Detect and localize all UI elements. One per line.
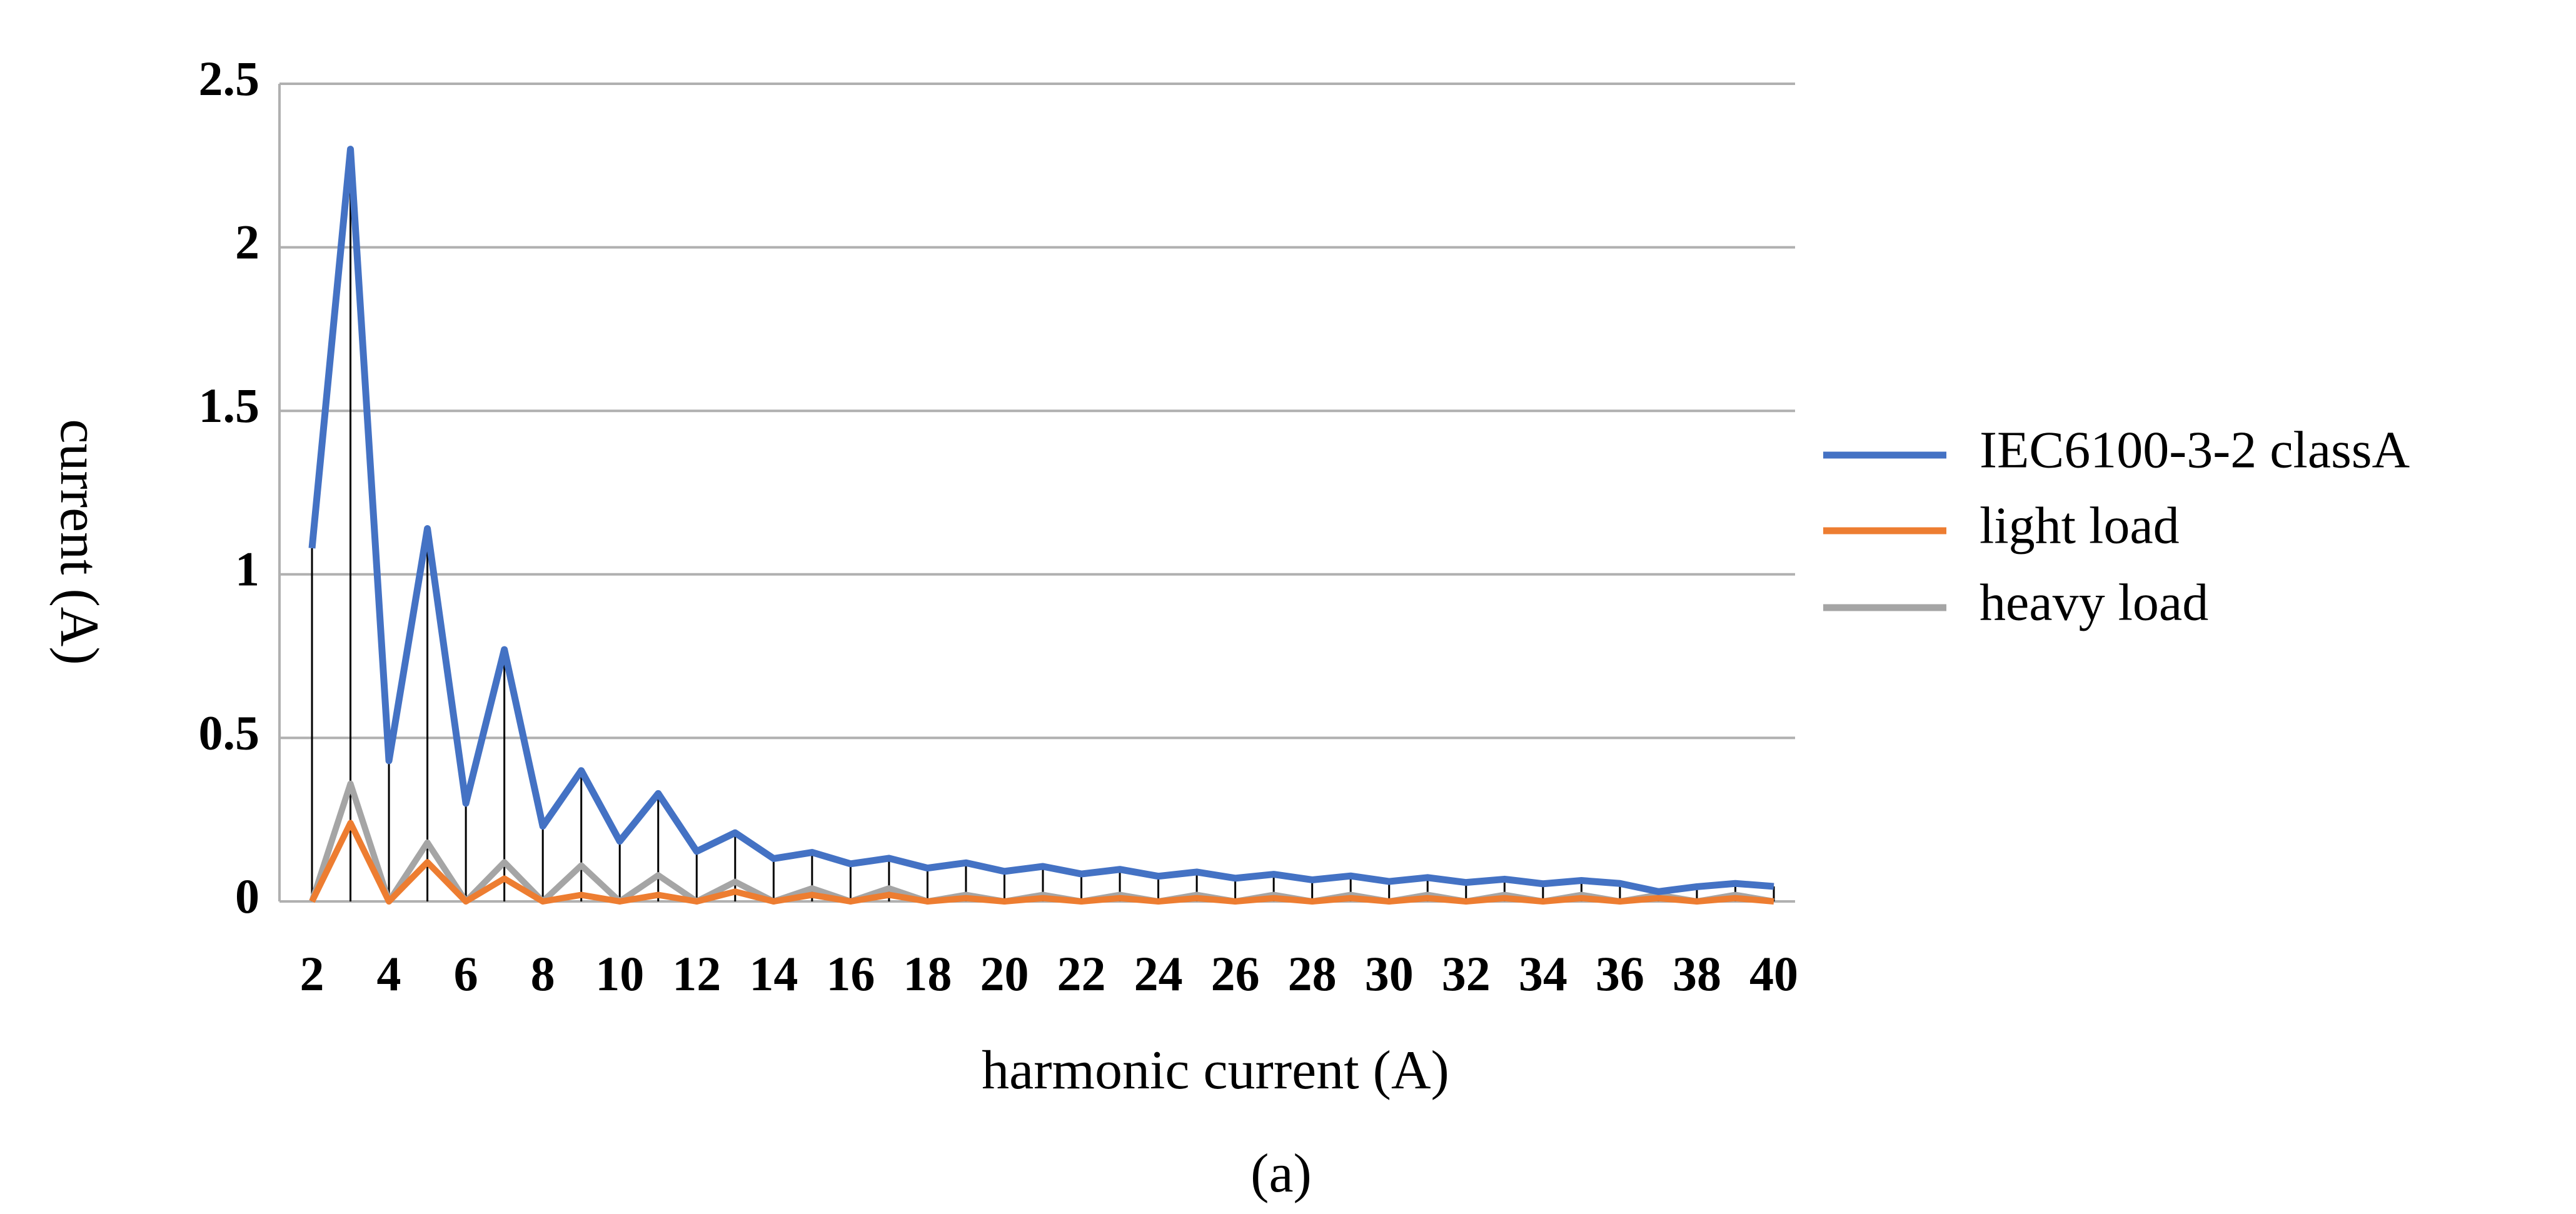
x-tick-label: 32	[1442, 946, 1491, 1001]
x-tick-label: 34	[1519, 946, 1567, 1001]
legend-label: IEC6100-3-2 classA	[1980, 421, 2410, 479]
x-tick-label: 6	[454, 946, 478, 1001]
caption: (a)	[1250, 1143, 1312, 1204]
x-tick-label: 26	[1211, 946, 1260, 1001]
x-tick-label: 10	[595, 946, 644, 1001]
series-line	[309, 820, 1774, 905]
x-tick-label: 14	[749, 946, 798, 1001]
x-axis-label: harmonic current (A)	[982, 1040, 1449, 1101]
x-tick-label: 8	[531, 946, 555, 1001]
legend-label: heavy load	[1980, 573, 2208, 631]
x-tick-label: 20	[980, 946, 1029, 1001]
x-tick-label: 40	[1749, 946, 1798, 1001]
x-tick-label: 16	[826, 946, 875, 1001]
x-tick-label: 28	[1288, 946, 1337, 1001]
x-tick-label: 30	[1365, 946, 1414, 1001]
x-tick-label: 12	[672, 946, 721, 1001]
y-tick-label: 1.5	[199, 378, 260, 433]
x-tick-label: 24	[1134, 946, 1183, 1001]
x-tick-label: 18	[903, 946, 952, 1001]
y-tick-label: 0	[235, 869, 259, 923]
x-tick-label: 22	[1057, 946, 1106, 1001]
x-tick-label: 4	[377, 946, 401, 1001]
legend-label: light load	[1980, 496, 2180, 554]
x-tick-label: 36	[1596, 946, 1644, 1001]
y-tick-label: 1	[235, 542, 259, 596]
y-tick-label: 2.5	[199, 51, 260, 106]
y-tick-label: 2	[235, 215, 259, 269]
series-line	[308, 146, 1774, 895]
y-tick-label: 0.5	[199, 705, 260, 760]
x-tick-label: 38	[1673, 946, 1721, 1001]
y-axis-label: current (A)	[49, 419, 109, 665]
x-tick-label: 2	[300, 946, 325, 1001]
